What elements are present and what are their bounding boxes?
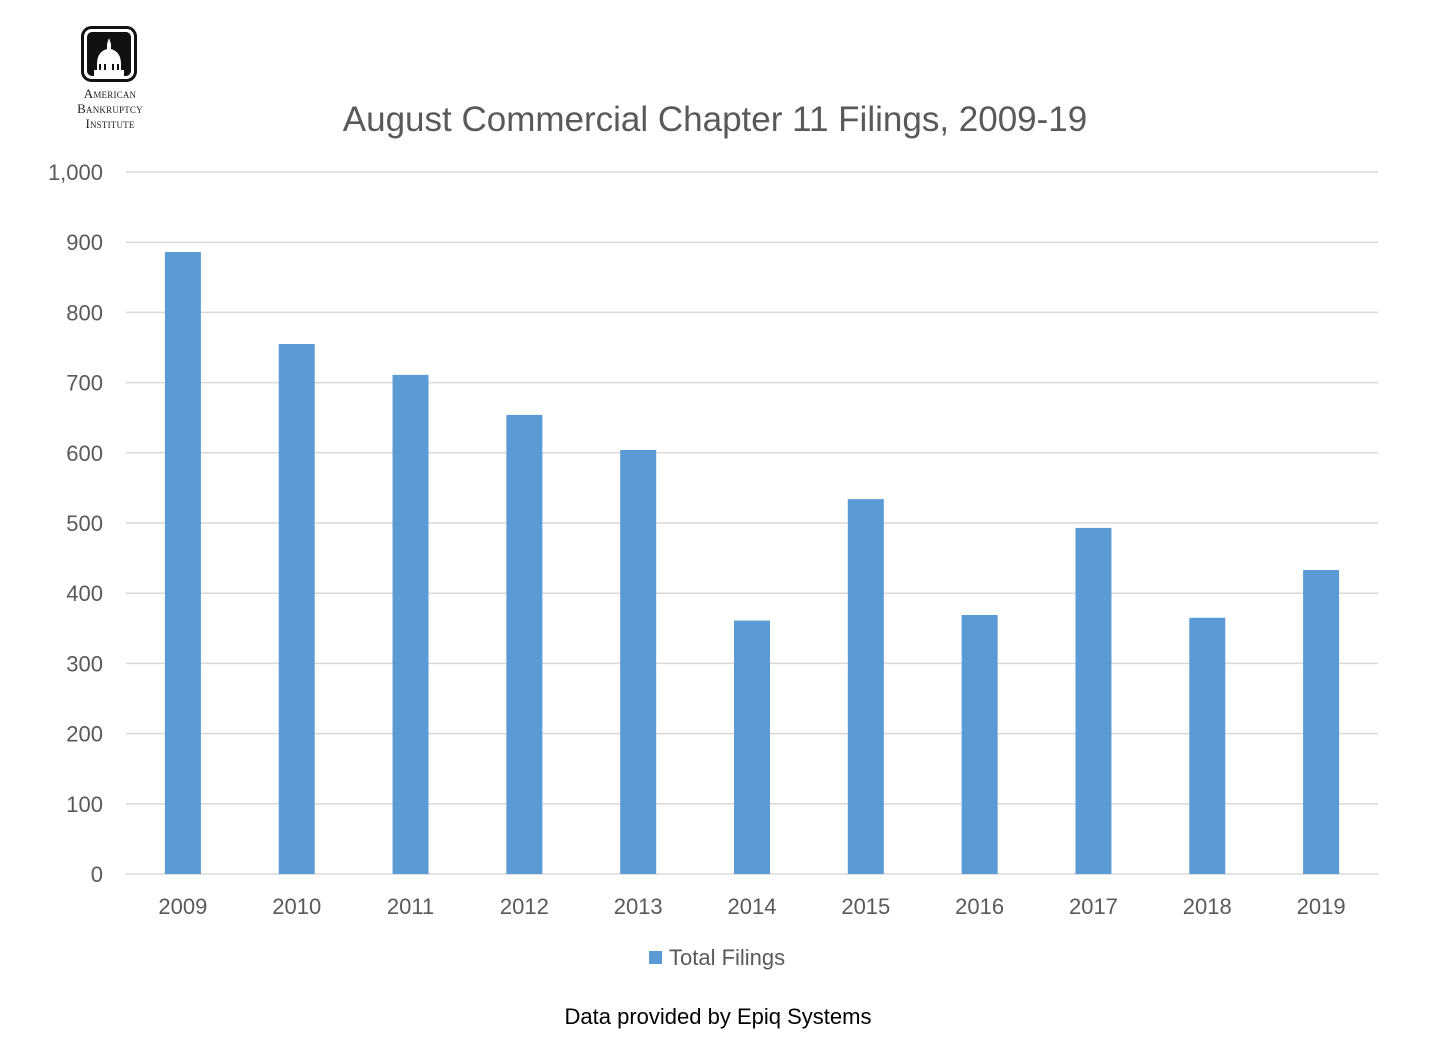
abi-logo: American Bankruptcy Institute: [60, 26, 160, 136]
bar: [278, 343, 315, 874]
y-tick-label: 800: [66, 300, 103, 325]
y-tick-label: 200: [66, 722, 103, 747]
x-tick-label: 2009: [158, 894, 207, 919]
x-tick-label: 2019: [1297, 894, 1346, 919]
logo-text-line: Institute: [85, 116, 135, 131]
y-tick-label: 100: [66, 792, 103, 817]
bar: [620, 449, 657, 874]
bar: [847, 499, 884, 874]
logo-text-line: American: [83, 86, 137, 101]
x-tick-label: 2018: [1183, 894, 1232, 919]
y-tick-label: 300: [66, 651, 103, 676]
source-footnote: Data provided by Epiq Systems: [564, 1004, 872, 1029]
y-tick-label: 400: [66, 581, 103, 606]
legend: Total Filings: [649, 945, 785, 970]
capitol-dome-icon: [81, 26, 137, 82]
bar-chart: August Commercial Chapter 11 Filings, 20…: [48, 100, 1378, 970]
chart-title: August Commercial Chapter 11 Filings, 20…: [343, 100, 1087, 139]
bar: [506, 414, 543, 874]
x-tick-label: 2010: [272, 894, 321, 919]
y-tick-label: 900: [66, 230, 103, 255]
x-tick-label: 2011: [387, 894, 434, 919]
x-tick-label: 2017: [1069, 894, 1118, 919]
legend-label: Total Filings: [669, 945, 785, 970]
y-axis-ticks: 0 100 200 300 400 500 600 700 800 900 1,000: [48, 160, 103, 887]
bar: [164, 252, 201, 874]
x-axis-ticks: 2009 2010 2011 2012 2013 2014 2015 2016 2017 2018…: [158, 894, 1345, 919]
x-tick-label: 2014: [728, 894, 777, 919]
y-tick-label: 500: [66, 511, 103, 536]
logo-text-line: Bankruptcy: [77, 101, 143, 116]
y-tick-label: 700: [66, 371, 103, 396]
bar: [392, 374, 429, 874]
y-tick-label: 1,000: [48, 160, 103, 185]
legend-swatch: [649, 951, 662, 964]
y-tick-label: 600: [66, 441, 103, 466]
bar: [1303, 570, 1340, 874]
x-tick-label: 2015: [841, 894, 890, 919]
bars: [164, 252, 1340, 874]
bar: [961, 614, 998, 874]
y-tick-label: 0: [91, 862, 103, 887]
bar: [1189, 617, 1226, 874]
x-tick-label: 2013: [614, 894, 663, 919]
bar: [734, 620, 770, 874]
x-tick-label: 2012: [500, 894, 549, 919]
x-tick-label: 2016: [955, 894, 1004, 919]
bar: [1075, 527, 1112, 874]
